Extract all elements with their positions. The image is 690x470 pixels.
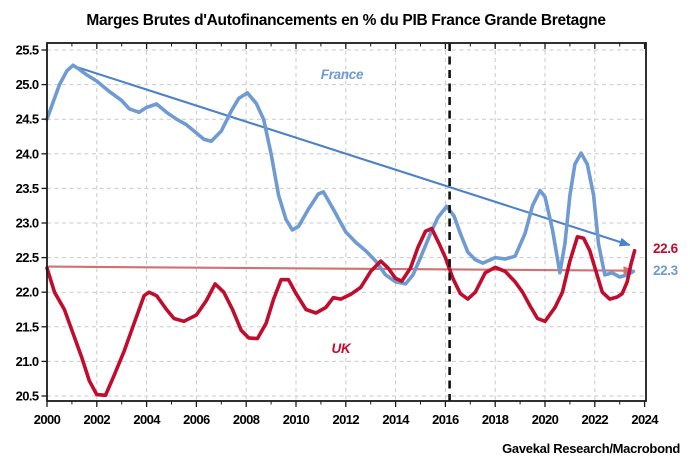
chart-title: Marges Brutes d'Autofinancements en % du… bbox=[86, 12, 606, 29]
y-tick-label: 25.5 bbox=[16, 43, 39, 58]
x-tick-label: 2014 bbox=[382, 412, 410, 427]
source-label: Gavekal Research/Macrobond bbox=[502, 441, 680, 456]
uk-line bbox=[45, 226, 637, 398]
y-tick-label: 22.0 bbox=[16, 285, 39, 300]
uk-series-label: UK bbox=[332, 341, 352, 356]
france-trend-line bbox=[72, 64, 631, 247]
y-tick-label: 24.0 bbox=[16, 146, 39, 161]
axes-layer: 20.5 21.0 21.5 22.0 22.5 23.0 23.5 24.0 24.5 25.0… bbox=[16, 42, 660, 427]
uk-end-value-label: 22.6 bbox=[653, 241, 679, 256]
x-tick-label: 2000 bbox=[34, 412, 61, 427]
x-tick-label: 2008 bbox=[233, 412, 260, 427]
plot-border bbox=[46, 42, 647, 402]
y-tick-label: 23.5 bbox=[16, 181, 39, 196]
x-tick-label: 2024 bbox=[631, 412, 659, 427]
x-tick-label: 2018 bbox=[482, 412, 509, 427]
y-tick-label: 25.0 bbox=[16, 77, 39, 92]
y-tick-label: 24.5 bbox=[16, 112, 39, 127]
france-series-label: France bbox=[321, 67, 364, 82]
y-tick-label: 22.5 bbox=[16, 250, 39, 265]
x-tick-label: 2022 bbox=[582, 412, 609, 427]
y-tick-label: 21.0 bbox=[16, 354, 39, 369]
france-end-value-label: 22.3 bbox=[653, 263, 679, 278]
y-tick-label: 21.5 bbox=[16, 319, 39, 334]
x-tick-label: 2010 bbox=[283, 412, 310, 427]
uk-trend-line bbox=[48, 265, 635, 276]
x-tick-label: 2002 bbox=[84, 412, 111, 427]
y-tick-label: 23.0 bbox=[16, 216, 39, 231]
x-tick-label: 2006 bbox=[183, 412, 210, 427]
x-tick-label: 2012 bbox=[333, 412, 360, 427]
x-tick-label: 2020 bbox=[532, 412, 559, 427]
x-tick-label: 2016 bbox=[432, 412, 459, 427]
y-tick-label: 20.5 bbox=[16, 389, 39, 404]
x-tick-label: 2004 bbox=[133, 412, 161, 427]
series-layer bbox=[45, 63, 637, 398]
france-line bbox=[45, 63, 636, 286]
trend-lines-layer bbox=[48, 64, 635, 276]
